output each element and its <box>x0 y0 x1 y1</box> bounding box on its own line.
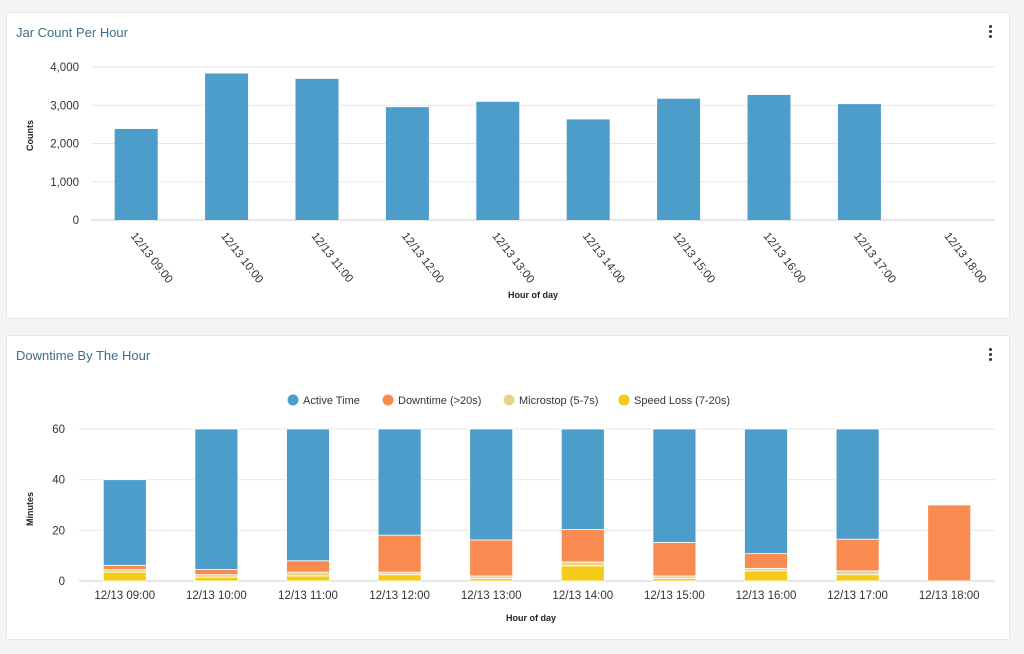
y-tick-label: 4,000 <box>50 62 79 74</box>
bar-segment <box>835 570 880 576</box>
x-tick-label: 12/13 15:00 <box>644 590 705 602</box>
bar-segment <box>744 428 788 555</box>
y-tick-label: 2,000 <box>50 139 79 151</box>
bar <box>205 73 249 220</box>
x-tick-label: 12/13 09:00 <box>128 230 175 285</box>
bar <box>566 119 610 220</box>
bar-segment <box>835 428 880 540</box>
bar-segment <box>835 574 880 582</box>
y-tick-label: 60 <box>52 424 65 436</box>
legend-marker <box>503 394 515 406</box>
x-tick-label: 12/13 16:00 <box>761 230 808 285</box>
x-tick-label: 12/13 18:00 <box>919 590 980 602</box>
bar-segment <box>560 428 605 530</box>
legend-item: Active Time <box>303 395 360 407</box>
x-tick-label: 12/13 11:00 <box>278 590 338 602</box>
y-tick-label: 0 <box>73 215 79 227</box>
bar <box>385 107 429 220</box>
bar-segment <box>652 542 697 577</box>
jar-count-card: Jar Count Per Hour 0 1,000 2,000 3,000 4,000… <box>6 12 1010 319</box>
legend-item: Microstop (5-7s) <box>519 395 598 407</box>
legend-marker <box>618 394 630 406</box>
y-tick-label: 0 <box>59 576 65 588</box>
downtime-title: Downtime By The Hour <box>16 348 151 363</box>
bar-segment <box>469 539 514 577</box>
x-tick-label: 12/13 13:00 <box>489 230 536 285</box>
y-tick-label: 20 <box>52 525 65 537</box>
legend-marker <box>382 394 394 406</box>
jar-count-title: Jar Count Per Hour <box>16 25 128 40</box>
jar-count-menu-icon[interactable] <box>985 25 995 41</box>
bar-segment <box>377 534 422 573</box>
x-tick-label: 12/13 15:00 <box>670 230 717 285</box>
bar <box>476 101 520 220</box>
bar-segment <box>286 571 330 577</box>
y-axis-title: Counts <box>25 120 35 151</box>
bar-segment <box>469 428 514 541</box>
x-tick-label: 12/13 14:00 <box>580 230 627 285</box>
bar-segment <box>744 570 788 582</box>
bar-segment <box>102 564 147 571</box>
x-tick-label: 12/13 12:00 <box>369 590 430 602</box>
bar-segment <box>652 428 697 543</box>
bar-segment <box>194 569 239 576</box>
bar-segment <box>927 504 972 582</box>
y-tick-label: 1,000 <box>50 177 79 189</box>
x-axis-title: Hour of day <box>508 290 558 300</box>
x-tick-label: 12/13 17:00 <box>827 590 888 602</box>
bar-segment <box>560 561 605 567</box>
x-tick-label: 12/13 13:00 <box>461 590 522 602</box>
downtime-card: Downtime By The Hour Active Time Downtime… <box>6 335 1010 640</box>
bar-segment <box>560 529 605 563</box>
x-tick-label: 12/13 09:00 <box>94 590 155 602</box>
bar-segment <box>102 479 147 566</box>
bar <box>295 78 339 220</box>
legend-item: Speed Loss (7-20s) <box>634 395 730 407</box>
bar-segment <box>377 428 422 536</box>
bar-segment <box>194 576 239 582</box>
y-tick-label: 40 <box>52 475 65 487</box>
bar-segment <box>377 574 422 582</box>
legend-item: Downtime (>20s) <box>398 395 481 407</box>
x-tick-label: 12/13 18:00 <box>941 230 988 285</box>
x-tick-label: 12/13 10:00 <box>218 230 265 285</box>
bar-segment <box>102 571 147 582</box>
bar-segment <box>744 553 788 569</box>
bar-segment <box>286 428 330 562</box>
bar <box>837 104 881 220</box>
legend-marker <box>287 394 299 406</box>
bar-segment <box>560 565 605 582</box>
jar-count-chart: 0 1,000 2,000 3,000 4,000 12/13 09:00 12/13 10… <box>25 62 995 300</box>
x-tick-label: 12/13 12:00 <box>399 230 446 285</box>
x-tick-label: 12/13 14:00 <box>552 590 613 602</box>
y-tick-label: 3,000 <box>50 100 79 112</box>
x-tick-label: 12/13 16:00 <box>736 590 797 602</box>
downtime-chart: Active Time Downtime (>20s) Microstop (5-7… <box>25 394 995 623</box>
y-axis-title: Minutes <box>25 492 35 526</box>
x-axis-title: Hour of day <box>506 613 556 623</box>
bar <box>657 98 701 220</box>
downtime-menu-icon[interactable] <box>985 348 995 364</box>
x-tick-label: 12/13 10:00 <box>186 590 247 602</box>
x-tick-label: 12/13 17:00 <box>851 230 898 285</box>
bar <box>114 128 158 220</box>
bar-segment <box>286 575 330 582</box>
bar-segment <box>194 428 239 571</box>
bar <box>747 94 791 220</box>
bar-segment <box>835 538 880 572</box>
bar-segment <box>286 560 330 573</box>
x-tick-label: 12/13 11:00 <box>309 230 355 285</box>
